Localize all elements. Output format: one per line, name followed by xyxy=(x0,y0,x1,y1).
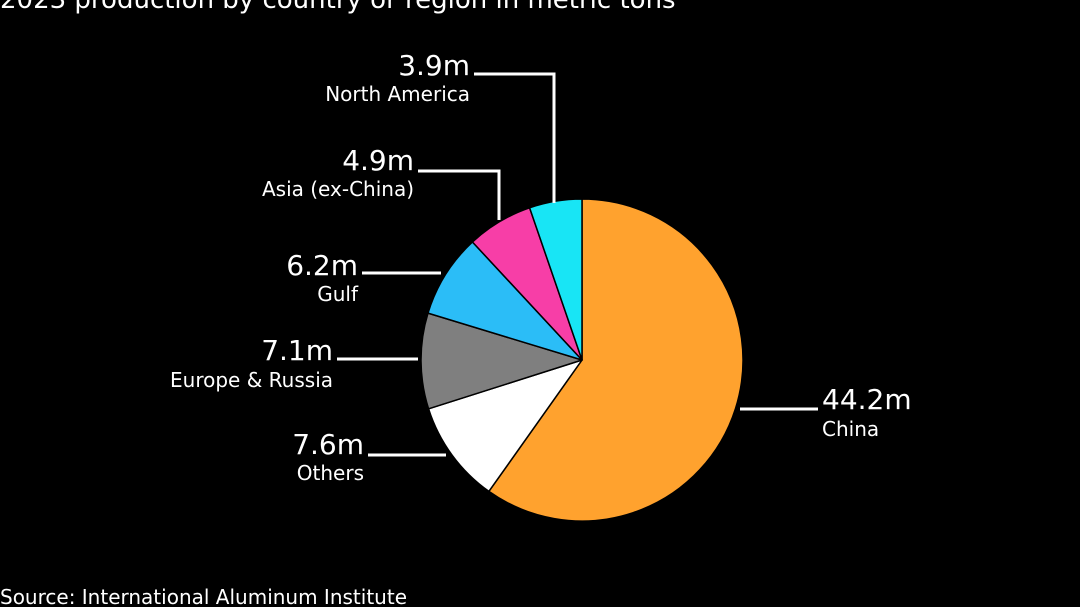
chart-subtitle: 2023 production by country or region in … xyxy=(0,0,676,15)
slice-value-china: 44.2m xyxy=(822,383,912,416)
slice-label-china: China xyxy=(822,417,879,441)
slice-label-north-america: North America xyxy=(325,82,470,106)
slice-value-gulf: 6.2m xyxy=(286,249,358,282)
slice-label-asia-ex-china: Asia (ex-China) xyxy=(262,177,414,201)
pie-slice-europe-russia xyxy=(420,312,583,410)
leader-line-north-america xyxy=(474,72,556,203)
slice-value-europe-russia: 7.1m xyxy=(261,334,333,367)
slice-value-north-america: 3.9m xyxy=(398,49,470,82)
pie-slices xyxy=(420,198,744,522)
pie-slice-china xyxy=(488,198,744,522)
chart-source: Source: International Aluminum Institute xyxy=(0,585,407,607)
pie-slice-others xyxy=(427,359,583,493)
slice-value-asia-ex-china: 4.9m xyxy=(342,144,414,177)
slice-value-others: 7.6m xyxy=(292,428,364,461)
pie-slice-gulf xyxy=(427,241,583,361)
slice-label-gulf: Gulf xyxy=(317,282,359,306)
leader-line-asia-ex-china xyxy=(418,169,501,220)
slice-label-others: Others xyxy=(297,461,364,485)
slice-label-europe-russia: Europe & Russia xyxy=(170,368,333,392)
